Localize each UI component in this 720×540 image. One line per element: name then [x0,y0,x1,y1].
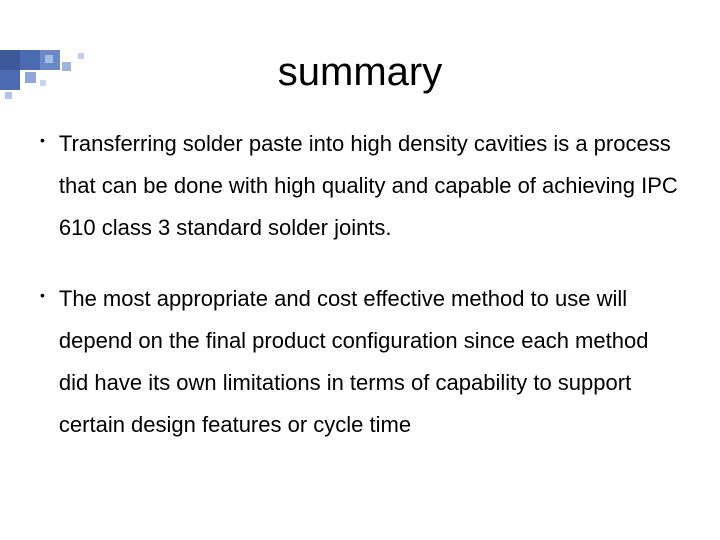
decor-square [0,70,20,90]
decor-square [5,92,12,99]
decor-square [45,55,53,63]
decor-square [0,50,20,70]
decor-square [62,62,71,71]
decor-square [78,53,84,59]
slide-content: • Transferring solder paste into high de… [0,123,720,446]
corner-decoration [0,50,150,100]
decor-square [40,80,46,86]
decor-square [20,50,40,70]
bullet-item: • The most appropriate and cost effectiv… [40,278,680,445]
bullet-item: • Transferring solder paste into high de… [40,123,680,248]
bullet-dot-icon: • [40,288,45,302]
bullet-text: Transferring solder paste into high dens… [59,123,680,248]
decor-square [25,72,36,83]
bullet-text: The most appropriate and cost effective … [59,278,680,445]
bullet-dot-icon: • [40,133,45,147]
